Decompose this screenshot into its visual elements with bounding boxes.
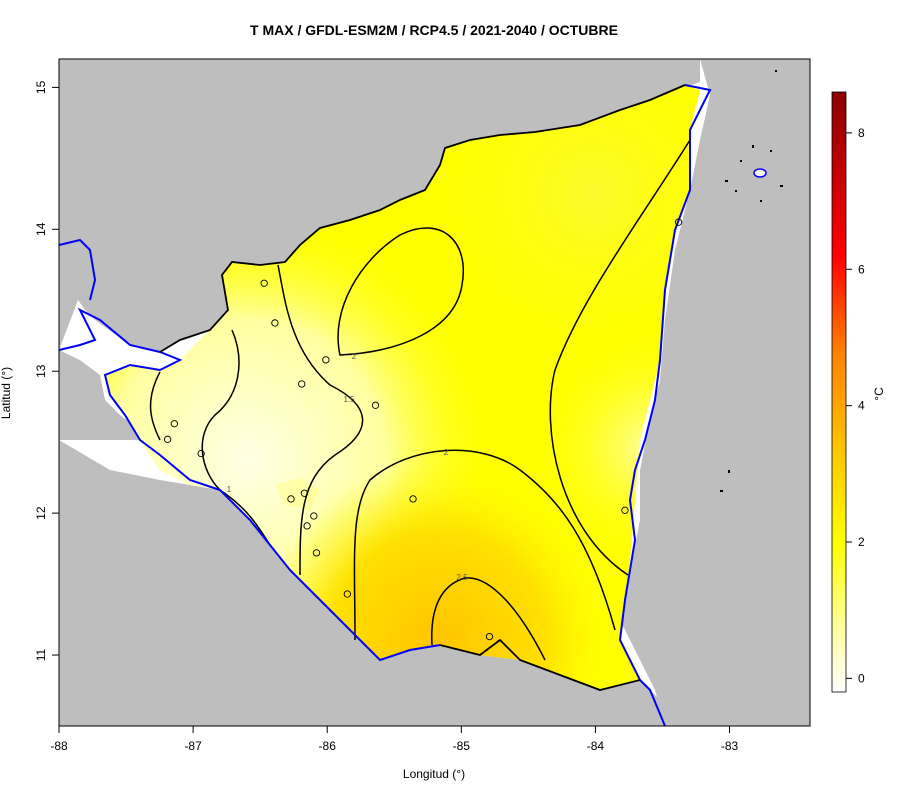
station-marker <box>312 549 321 557</box>
islands <box>720 70 783 492</box>
colorbar: 0 2 4 6 8 °C <box>831 91 886 693</box>
land-honduras <box>59 59 700 352</box>
station-marker <box>310 512 318 520</box>
temperature-field <box>105 85 700 690</box>
x-tick-label: -83 <box>721 739 739 753</box>
figure-title: T MAX / GFDL-ESM2M / RCP4.5 / 2021-2040 … <box>250 22 618 38</box>
colorbar-tick-label: 0 <box>858 671 865 685</box>
pacific-coast <box>59 307 441 662</box>
station-marker <box>260 279 268 287</box>
land-costa-rica <box>59 440 670 726</box>
coastlines <box>59 84 712 726</box>
contour-2-5-south <box>431 577 546 661</box>
contour-label: 1.5 <box>343 395 355 404</box>
station-marker <box>298 380 306 388</box>
y-tick-label: 12 <box>34 506 48 520</box>
station-marker <box>303 522 311 530</box>
contour-1-west-edge <box>149 371 161 441</box>
station-marker <box>621 506 629 514</box>
colorbar-tick-label: 6 <box>858 262 865 276</box>
colorbar-unit: °C <box>872 387 886 401</box>
station-marker <box>322 356 330 364</box>
contour-2-east <box>549 139 691 576</box>
station-marker <box>485 632 494 641</box>
honduras-coast <box>59 238 97 301</box>
x-tick-label: -88 <box>50 739 68 753</box>
colorbar-tick-label: 2 <box>858 535 865 549</box>
colorbar-tick-label: 4 <box>858 399 865 413</box>
land-pacific-west <box>59 350 160 440</box>
contour-label: 1 <box>227 485 232 494</box>
contour-labels: 2 1.5 2 1 2.5 <box>227 352 468 582</box>
x-axis: -88 -87 -86 -85 -84 -83 <box>50 726 739 753</box>
colorbar-tick-label: 8 <box>858 126 865 140</box>
y-axis: 11 12 13 14 15 <box>34 80 59 661</box>
y-tick-label: 11 <box>34 648 48 661</box>
lake-managua <box>275 478 320 510</box>
land-caribbean-east <box>620 59 810 726</box>
y-tick-label: 13 <box>34 364 48 378</box>
stations <box>163 218 683 641</box>
station-marker <box>371 401 380 409</box>
x-tick-label: -84 <box>587 739 605 753</box>
contour-label: 2.5 <box>456 573 468 582</box>
y-axis-label: Latitud (°) <box>0 367 13 419</box>
contour-1-5-west <box>277 264 364 576</box>
caribbean-coast <box>618 84 712 726</box>
borders <box>159 84 686 691</box>
x-tick-label: -85 <box>453 739 471 753</box>
station-marker <box>271 319 279 327</box>
contour-1-southwest <box>201 329 271 546</box>
station-marker <box>409 495 417 503</box>
map-panel: 2 1.5 2 1 2.5 <box>59 59 810 726</box>
contour-2-north <box>337 227 464 356</box>
x-tick-label: -86 <box>319 739 337 753</box>
station-marker <box>163 435 172 443</box>
station-marker <box>300 489 309 497</box>
station-marker <box>287 495 295 503</box>
station-marker <box>197 449 205 458</box>
x-axis-label: Longitud (°) <box>403 767 465 781</box>
contour-lines <box>149 139 691 661</box>
station-marker <box>343 590 351 598</box>
station-marker <box>674 218 683 226</box>
x-tick-label: -87 <box>184 739 202 753</box>
plot-frame <box>58 58 811 727</box>
border-costa-rica <box>439 638 641 691</box>
y-tick-label: 15 <box>34 80 48 94</box>
colorbar-ticks: 0 2 4 6 8 <box>846 126 865 685</box>
y-tick-label: 14 <box>34 222 48 236</box>
contour-2-center <box>353 449 616 641</box>
border-honduras <box>159 84 686 353</box>
colorbar-gradient <box>831 91 847 693</box>
station-marker <box>170 420 178 428</box>
contour-label: 2 <box>352 352 357 361</box>
contour-label: 2 <box>444 448 449 457</box>
